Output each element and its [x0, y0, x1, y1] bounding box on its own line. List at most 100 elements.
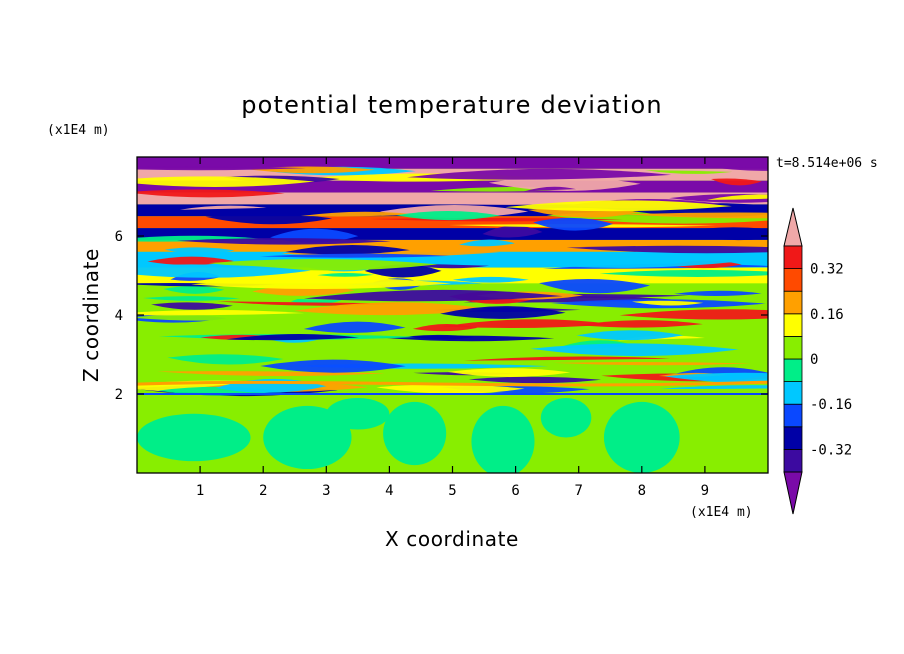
field-streak — [293, 302, 490, 316]
field-streak — [447, 368, 571, 377]
x-tick-label: 2 — [259, 483, 267, 499]
field-streak — [468, 376, 602, 384]
field-streak — [510, 157, 595, 168]
layer-band-3 — [137, 192, 768, 205]
colorbar-label: 0.16 — [810, 307, 844, 323]
field-streak — [191, 277, 452, 290]
chart-title: potential temperature deviation — [241, 91, 663, 119]
field-streak — [674, 290, 762, 296]
field-streak — [577, 320, 703, 328]
colorbar-extend-max — [783, 207, 803, 247]
field-streak — [553, 362, 752, 366]
field-streak — [703, 166, 768, 171]
field-streak — [632, 300, 704, 306]
field-streak — [486, 256, 737, 268]
x-tick-label: 8 — [638, 483, 646, 499]
field-streak — [623, 212, 768, 219]
x-axis-ticks: 1 2 3 4 5 6 7 8 9 — [196, 157, 709, 499]
field-streak — [664, 372, 768, 384]
convective-cell — [137, 413, 251, 462]
x-tick-label: 1 — [196, 483, 204, 499]
field-streak — [259, 253, 450, 258]
field-streak — [176, 238, 391, 245]
y-tick-label: 4 — [115, 308, 123, 324]
field-streak — [644, 170, 733, 174]
x-tick-label: 5 — [448, 483, 456, 499]
field-streak — [300, 211, 417, 217]
colorbar-label: 0 — [810, 352, 818, 368]
field-streak — [137, 169, 258, 175]
time-label: t=8.514e+06 s — [776, 156, 878, 171]
field-streak — [376, 384, 525, 394]
field-streak — [442, 319, 614, 329]
colorbar — [783, 207, 803, 515]
y-tick-label: 2 — [115, 387, 123, 403]
field-streak — [482, 225, 543, 238]
field-streak — [619, 309, 768, 320]
colorbar-segment-8 — [783, 268, 803, 292]
field-streak — [488, 177, 641, 191]
y-axis-label: Z coordinate — [79, 248, 103, 382]
field-streak — [707, 194, 768, 200]
y-axis-ticks: 2 4 6 — [115, 229, 768, 403]
field-streak — [530, 343, 739, 357]
layer-band-5 — [137, 216, 768, 229]
field-streak — [137, 310, 305, 316]
colorbar-segment-0 — [783, 448, 803, 473]
field-streak — [137, 166, 306, 171]
field-streak — [576, 330, 684, 341]
field-streak — [407, 168, 672, 180]
convective-cell — [603, 401, 680, 473]
field-streak — [142, 296, 240, 301]
field-streak — [205, 213, 333, 225]
field-streak — [710, 178, 762, 186]
x-tick-label: 7 — [574, 483, 582, 499]
field-streak — [566, 245, 768, 254]
field-streak — [677, 227, 768, 241]
field-streak — [137, 176, 315, 188]
field-streak — [505, 200, 732, 212]
colorbar-label: -0.32 — [810, 442, 852, 458]
field-streak — [660, 385, 768, 390]
colorbar-segment-1 — [783, 426, 803, 450]
field-streak — [226, 334, 359, 341]
y-tick-label: 6 — [115, 229, 123, 245]
colorbar-segment-2 — [783, 403, 803, 428]
colorbar-label: -0.16 — [810, 397, 852, 413]
field-streak — [459, 239, 515, 247]
colorbar-label: 0.32 — [810, 262, 844, 278]
colorbar-segment-4 — [783, 358, 803, 383]
x-tick-label: 3 — [322, 483, 330, 499]
colorbar-segment-6 — [783, 313, 803, 337]
layer-band-6 — [137, 228, 768, 240]
field-streak — [317, 272, 374, 277]
field-streak — [179, 205, 267, 210]
field-streak — [452, 276, 529, 283]
y-axis-unit: (x1E4 m) — [47, 123, 110, 138]
field-features — [137, 157, 768, 473]
field-streak — [463, 356, 671, 361]
colorbar-segment-5 — [783, 335, 803, 360]
field-streak — [533, 217, 614, 231]
field-streak — [409, 334, 475, 340]
layer-band-7 — [137, 239, 768, 252]
x-tick-label: 4 — [385, 483, 393, 499]
colorbar-extend-min — [783, 471, 803, 515]
x-tick-label: 9 — [701, 483, 709, 499]
convective-cell — [383, 401, 447, 466]
convective-cell — [263, 405, 352, 470]
x-axis-unit: (x1E4 m) — [690, 505, 753, 520]
field-streak — [396, 210, 500, 221]
field-streak — [137, 189, 285, 198]
interface-streak — [137, 380, 768, 387]
colorbar-segment-9 — [783, 245, 803, 270]
field-streak — [164, 247, 235, 254]
layer-band-2 — [137, 180, 768, 193]
field-streak — [523, 186, 577, 192]
field-streak — [539, 279, 650, 294]
field-streak — [151, 302, 233, 310]
colorbar-segment-3 — [783, 381, 803, 405]
plot-area — [137, 157, 768, 473]
convective-cell — [326, 397, 390, 430]
